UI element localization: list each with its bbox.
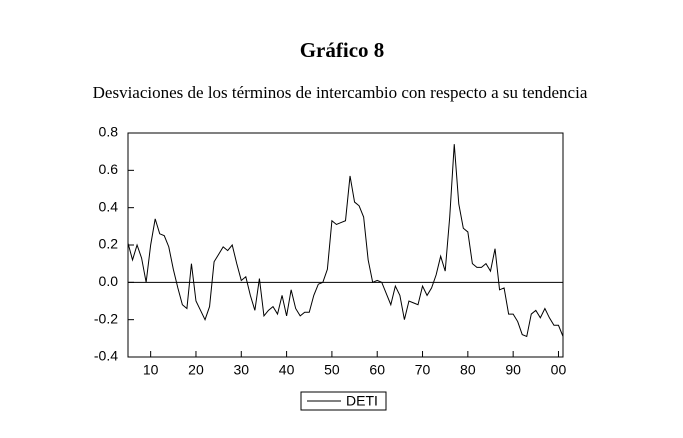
y-tick-label: 0.4 bbox=[99, 198, 119, 214]
data-line bbox=[127, 144, 564, 338]
y-tick-label: 0.6 bbox=[99, 161, 119, 177]
chart-subtitle: Desviaciones de los términos de intercam… bbox=[93, 83, 588, 102]
plot-frame bbox=[127, 132, 564, 358]
chart-title: Gráfico 8 bbox=[300, 38, 385, 62]
x-tick-label: 40 bbox=[279, 362, 295, 378]
x-tick-label: 20 bbox=[188, 362, 204, 378]
x-tick-label: 70 bbox=[415, 362, 431, 378]
y-tick-label: 0.8 bbox=[99, 124, 119, 140]
x-tick-label: 10 bbox=[143, 362, 159, 378]
y-tick-label: -0.2 bbox=[94, 310, 118, 326]
x-tick-label: 80 bbox=[460, 362, 476, 378]
x-tick-label: 90 bbox=[505, 362, 521, 378]
x-tick-label: 00 bbox=[551, 362, 567, 378]
x-tick-label: 60 bbox=[369, 362, 385, 378]
legend-label: DETI bbox=[346, 393, 378, 409]
y-tick-label: 0.0 bbox=[99, 273, 119, 289]
y-tick-label: -0.4 bbox=[94, 348, 118, 364]
legend-box bbox=[300, 391, 387, 411]
x-tick-label: 50 bbox=[324, 362, 340, 378]
y-tick-label: 0.2 bbox=[99, 236, 119, 252]
x-tick-label: 30 bbox=[233, 362, 249, 378]
